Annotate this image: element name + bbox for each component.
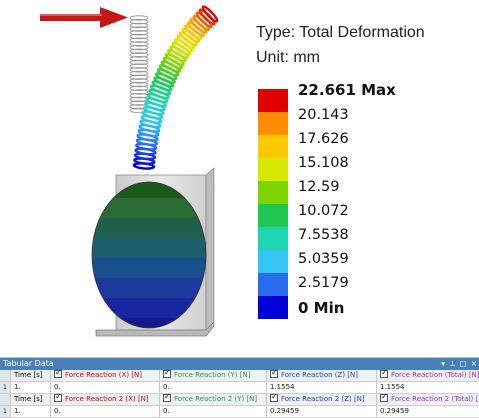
spring-coil <box>129 37 149 43</box>
panel-controls: ▾ ⊥ □ × <box>441 358 477 370</box>
col-fy-header[interactable]: Force Reaction 2 (Y) [N] <box>160 394 267 405</box>
legend-swatch <box>258 89 288 112</box>
table-row[interactable]: 1 1. 0. 0. 0.29459 0.29459 <box>0 406 479 418</box>
legend-label: 12.59 <box>298 179 340 195</box>
tabular-data-panel: Tabular Data ▾ ⊥ □ × Time [s] Force Reac… <box>0 357 479 418</box>
col-fx-header[interactable]: Force Reaction 2 (X) [N] <box>51 394 160 405</box>
legend-label: 7.5538 <box>298 227 349 243</box>
legend-label: 17.626 <box>298 131 349 147</box>
legend-label: 15.108 <box>298 155 349 171</box>
col-fz-header[interactable]: Force Reaction 2 (Z) [N] <box>267 394 377 405</box>
spring-coil <box>176 34 196 50</box>
checkbox-icon[interactable] <box>54 370 62 378</box>
spring-coil <box>129 30 149 36</box>
spring-coil <box>129 26 149 32</box>
legend-label: 10.072 <box>298 203 349 219</box>
result-type: Type: Total Deformation <box>256 24 425 41</box>
legend-swatch <box>258 250 288 273</box>
checkbox-icon[interactable] <box>270 370 278 378</box>
legend-swatch <box>258 158 288 181</box>
spring-coil <box>181 27 201 44</box>
checkbox-icon[interactable] <box>270 394 278 402</box>
legend-swatch <box>258 181 288 204</box>
legend-label-max: 22.661 Max <box>298 81 396 99</box>
checkbox-icon[interactable] <box>380 394 388 402</box>
legend-label: 20.143 <box>298 107 349 123</box>
spring-coil <box>129 33 149 40</box>
col-fx-header[interactable]: Force Reaction (X) [N] <box>51 370 160 381</box>
table-row[interactable]: 1 1. 0. 0. 1.1554 1.1554 <box>0 382 479 394</box>
spring-coil <box>129 48 149 54</box>
pin-icon[interactable]: ⊥ <box>449 359 456 368</box>
dropdown-icon[interactable]: ▾ <box>441 359 446 368</box>
panel-title: Tabular Data <box>3 359 54 368</box>
spring-coil <box>173 38 194 53</box>
checkbox-icon[interactable] <box>163 370 171 378</box>
col-fz-header[interactable]: Force Reaction (Z) [N] <box>267 370 377 381</box>
spring-coil <box>129 52 149 58</box>
spring-coil <box>129 70 149 77</box>
spring-coil <box>129 15 149 21</box>
spring-coil <box>129 78 149 84</box>
spring-coil <box>129 44 149 51</box>
spring-coil <box>129 74 149 80</box>
spring-coil <box>198 8 216 26</box>
legend-label: 5.0359 <box>298 251 349 267</box>
spring-coil <box>129 85 149 92</box>
legend-swatch <box>258 296 288 319</box>
spring-coil <box>129 63 149 69</box>
spring-coil <box>169 45 189 60</box>
table-header-row: Time [s] Force Reaction 2 (X) [N] Force … <box>0 394 479 406</box>
legend-label-min: 0 Min <box>298 299 345 317</box>
restore-icon[interactable]: □ <box>459 359 467 368</box>
checkbox-icon[interactable] <box>380 370 388 378</box>
spring-coil <box>195 11 213 29</box>
legend-swatch <box>258 273 288 296</box>
spring-coil <box>129 59 149 66</box>
legend-swatch <box>258 112 288 135</box>
spring-coil <box>129 41 149 47</box>
spring-coil <box>178 31 198 47</box>
legend-label: 2.5179 <box>298 275 349 291</box>
spring-coil <box>129 19 149 25</box>
spring-coil <box>184 24 203 40</box>
spring-coil <box>171 41 191 56</box>
spring-coil <box>129 89 149 95</box>
spring-coil <box>129 56 149 62</box>
undeformed-spring <box>129 15 149 114</box>
spring-coil <box>201 5 219 23</box>
legend-swatch <box>258 204 288 227</box>
col-ftotal-header[interactable]: Force Reaction 2 (Total) [N] <box>377 394 479 405</box>
col-time-header[interactable]: Time [s] <box>11 370 51 381</box>
close-icon[interactable]: × <box>470 359 477 368</box>
spring-coil <box>129 22 149 29</box>
col-fy-header[interactable]: Force Reaction (Y) [N] <box>160 370 267 381</box>
result-unit: Unit: mm <box>256 49 320 66</box>
spring-coil <box>187 21 205 37</box>
col-ftotal-header[interactable]: Force Reaction (Total) [N] <box>377 370 479 381</box>
spring-coil <box>129 67 149 73</box>
spring-coil <box>129 81 149 88</box>
panel-title-bar[interactable]: Tabular Data <box>0 358 479 370</box>
col-time-header[interactable]: Time [s] <box>11 394 51 405</box>
checkbox-icon[interactable] <box>163 394 171 402</box>
result-info: Type: Total Deformation Unit: mm <box>256 22 425 68</box>
legend-swatch <box>258 135 288 158</box>
graphics-viewport[interactable]: Type: Total Deformation Unit: mm 22.661 … <box>0 0 479 343</box>
legend-swatch <box>258 227 288 250</box>
deformed-spring <box>132 5 219 170</box>
table-header-row: Time [s] Force Reaction (X) [N] Force Re… <box>0 370 479 382</box>
force-arrow-icon <box>40 7 128 28</box>
checkbox-icon[interactable] <box>54 394 62 402</box>
contour-disc <box>92 182 206 328</box>
model-view <box>40 5 219 337</box>
spring-coil <box>189 17 208 34</box>
spring-coil <box>192 14 211 32</box>
